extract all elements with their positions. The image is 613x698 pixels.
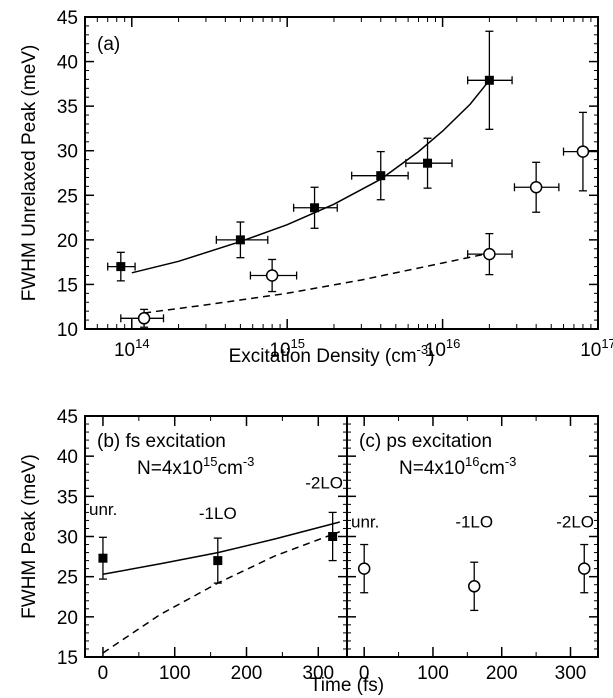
panel-label-c: (c) ps excitation xyxy=(359,431,492,452)
data-point-square-a xyxy=(235,235,245,245)
xtick-label-a: 1016 xyxy=(425,336,461,361)
ytick-label-b: 45 xyxy=(57,407,78,428)
panel-label-a: (a) xyxy=(97,34,120,55)
data-point-square-b xyxy=(98,553,108,563)
ytick-label-a: 25 xyxy=(57,186,78,207)
xtick-label-a: 1017 xyxy=(580,336,613,361)
data-point-circle-c xyxy=(467,580,481,593)
fit-line-solid-b xyxy=(102,521,340,576)
ytick-label-b: 20 xyxy=(57,608,78,629)
xtick-label-b: 100 xyxy=(159,663,191,684)
point-label-c: -1LO xyxy=(455,513,493,532)
point-label-c: -2LO xyxy=(556,513,594,532)
data-point-circle-a xyxy=(576,145,590,158)
plot-frame-a xyxy=(84,16,599,330)
ytick-label-b: 30 xyxy=(57,528,78,549)
data-point-circle-c xyxy=(577,562,591,575)
ytick-label-b: 40 xyxy=(57,447,78,468)
point-label-b: unr. xyxy=(89,500,117,519)
ytick-label-a: 30 xyxy=(57,142,78,163)
point-label-c: unr. xyxy=(351,513,379,532)
data-point-square-b xyxy=(328,532,338,541)
point-label-b: -2LO xyxy=(305,473,343,492)
shared-labels: FWHM Peak (meV) Time (fs) xyxy=(19,454,384,696)
ytick-label-b: 15 xyxy=(57,648,78,669)
ytick-label-a: 35 xyxy=(57,97,78,118)
data-point-square-a xyxy=(423,158,433,168)
ytick-label-a: 45 xyxy=(57,8,78,29)
ytick-label-b: 25 xyxy=(57,568,78,589)
xtick-label-b: 200 xyxy=(231,663,263,684)
xtick-label-a: 1014 xyxy=(114,336,150,361)
data-point-circle-a xyxy=(483,247,496,261)
ylabel-a: FWHM Unrelaxed Peak (meV) xyxy=(19,45,40,302)
data-point-square-b xyxy=(213,556,223,566)
xtick-label-a: 1015 xyxy=(269,336,305,361)
data-point-square-a xyxy=(116,262,126,272)
plot-frame-c xyxy=(346,415,599,658)
xlabel-a: Excitation Density (cm-3) xyxy=(229,342,435,367)
ylabel-bc: FWHM Peak (meV) xyxy=(19,454,40,619)
ytick-label-b: 35 xyxy=(57,487,78,508)
xlabel-bc: Time (fs) xyxy=(310,675,384,696)
density-label-b: N=4x1015cm-3 xyxy=(137,454,254,479)
xtick-label-c: 300 xyxy=(555,663,587,684)
panel-c: 0 100 200 300 unr. -1LO -2LO (c) ps excitationN… xyxy=(346,415,599,684)
ytick-label-a: 20 xyxy=(57,231,78,252)
data-point-square-a xyxy=(310,203,320,213)
xtick-label-b: 0 xyxy=(98,663,109,684)
fit-line-dashed-a xyxy=(144,252,490,314)
xtick-label-c: 100 xyxy=(417,663,449,684)
data-point-circle-a xyxy=(137,312,151,325)
point-label-b: -1LO xyxy=(199,504,237,523)
ytick-label-a: 40 xyxy=(57,53,78,74)
data-point-square-a xyxy=(484,75,494,85)
fit-line-dashed-b xyxy=(102,530,341,654)
xtick-label-b: 300 xyxy=(302,663,334,684)
data-point-circle-a xyxy=(529,181,543,194)
ytick-label-a: 15 xyxy=(57,275,78,296)
data-point-square-a xyxy=(376,171,386,181)
data-point-circle-a xyxy=(265,269,279,282)
xtick-label-c: 200 xyxy=(486,663,518,684)
data-point-circle-c xyxy=(357,562,371,575)
panel-b: 15 20 25 30 35 40 45 0 100 200 300 unr. -1LO -2LO (b) … xyxy=(57,407,348,684)
density-label-c: N=4x1016cm-3 xyxy=(399,454,516,479)
xtick-label-c: 0 xyxy=(359,663,370,684)
ytick-label-a: 10 xyxy=(57,320,78,341)
panel-label-b: (b) fs excitation xyxy=(97,431,226,452)
plot-frame-b xyxy=(84,415,348,658)
fit-line-solid-a xyxy=(131,79,490,274)
